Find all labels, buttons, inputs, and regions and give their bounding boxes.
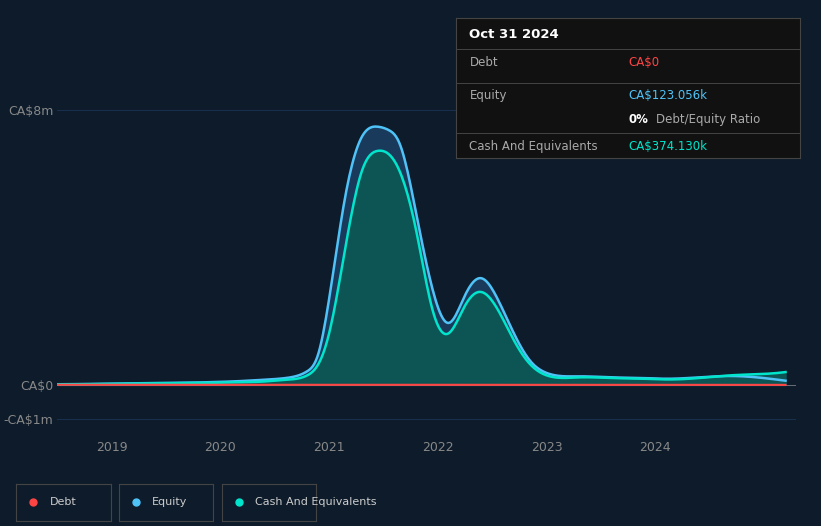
Text: CA$0: CA$0 xyxy=(628,56,659,69)
Text: Debt: Debt xyxy=(470,56,498,69)
Text: Debt: Debt xyxy=(49,497,76,508)
Text: 0%: 0% xyxy=(628,113,648,126)
Text: Cash And Equivalents: Cash And Equivalents xyxy=(255,497,376,508)
Text: Equity: Equity xyxy=(152,497,187,508)
Text: Debt/Equity Ratio: Debt/Equity Ratio xyxy=(656,113,760,126)
Text: Equity: Equity xyxy=(470,89,507,103)
Text: CA$123.056k: CA$123.056k xyxy=(628,89,707,103)
Text: Cash And Equivalents: Cash And Equivalents xyxy=(470,140,598,153)
Text: CA$374.130k: CA$374.130k xyxy=(628,140,707,153)
Text: Oct 31 2024: Oct 31 2024 xyxy=(470,28,559,41)
